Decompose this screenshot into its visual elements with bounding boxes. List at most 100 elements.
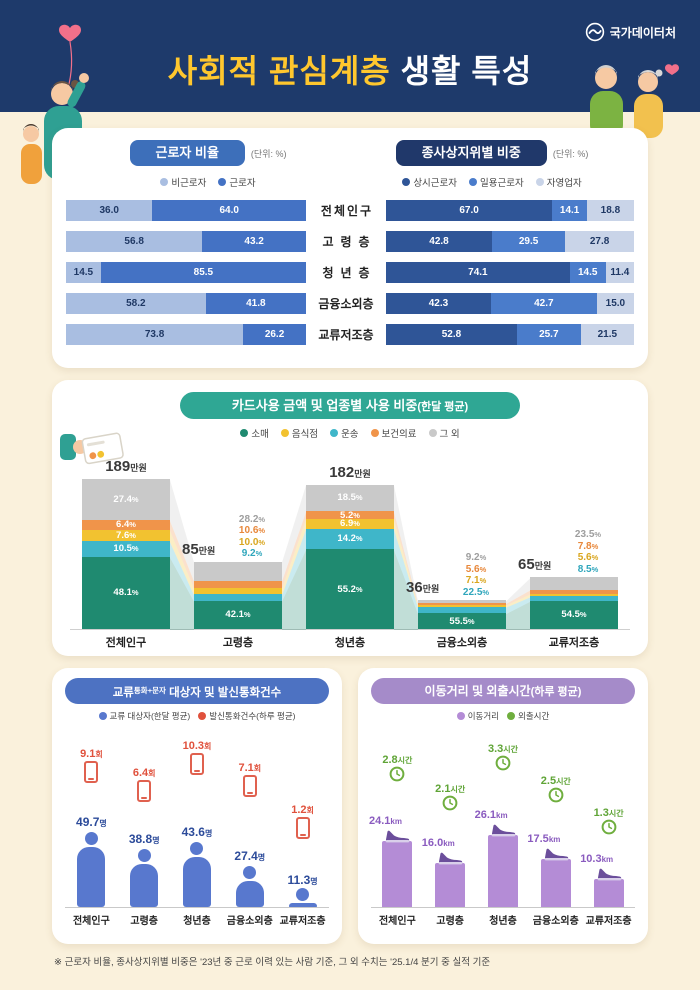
legend-dot bbox=[469, 178, 478, 186]
sneaker-icon bbox=[491, 824, 516, 837]
bar-segment: 52.8 bbox=[386, 323, 517, 345]
card-usage-chart: 27.4% 6.4% 7.6% 10.5% 48.1% 189만원 42.1% 85만원 28.… bbox=[70, 444, 630, 630]
distance-value: 16.0km bbox=[421, 837, 455, 849]
usage-flow-bands bbox=[170, 480, 530, 630]
calls-group: 1.2회 bbox=[276, 804, 329, 839]
category-label: 고령층 bbox=[222, 637, 254, 649]
usage-segment bbox=[530, 596, 618, 601]
percent-label: 9.2% bbox=[465, 552, 487, 564]
worker-ratio-bar: 36.0 64.0 bbox=[66, 199, 306, 221]
sneaker-icon bbox=[597, 868, 621, 881]
agency-name: 국가데이터처 bbox=[609, 25, 676, 40]
legend-dot bbox=[160, 178, 169, 186]
legend-label: 음식점 bbox=[291, 429, 319, 440]
legend-item: 이동거리 bbox=[456, 710, 499, 722]
contacts-value: 49.7명 bbox=[76, 815, 107, 830]
usage-bar: 42.1% bbox=[194, 561, 282, 629]
legend-dot bbox=[198, 712, 207, 720]
category-label: 금융소외층 bbox=[532, 916, 579, 927]
phone-icon bbox=[137, 780, 152, 803]
legend-item: 그 외 bbox=[428, 426, 460, 440]
usage-segment bbox=[194, 594, 282, 601]
legend-item: 일용근로자 bbox=[469, 175, 524, 189]
percent-stack: 28.2% 10.6% 10.0% 9.2% bbox=[216, 514, 288, 560]
clock-icon bbox=[601, 819, 616, 835]
distance-bar bbox=[382, 840, 413, 907]
time-group: 3.3시간 bbox=[477, 743, 530, 776]
distance-bar bbox=[487, 835, 518, 907]
category-label: 전체인구 bbox=[72, 916, 110, 927]
bar-segment: 14.5 bbox=[66, 261, 101, 283]
category-label: 금융소외층 bbox=[226, 916, 273, 927]
bar-segment: 43.2 bbox=[202, 230, 306, 252]
contacts-section: 교류통화+문자 대상자 및 발신통화건수 교류 대상자(한달 평균) 발신통화건수… bbox=[52, 668, 342, 944]
legend-item: 운송 bbox=[330, 426, 359, 440]
time-group: 2.8시간 bbox=[371, 754, 424, 787]
bar-segment: 18.8 bbox=[587, 199, 634, 221]
card-usage-section: 카드사용 금액 및 업종별 사용 비중(한달 평균) 소매 음식점 운송 보건의료 그 … bbox=[52, 380, 648, 656]
row-category-label: 청년층 bbox=[322, 265, 377, 280]
person-bar bbox=[130, 848, 159, 907]
usage-column: 18.5% 5.2% 6.9% 14.2% 55.2% 182만원 bbox=[294, 444, 406, 629]
usage-bar: 55.5% bbox=[418, 600, 506, 629]
contacts-legend: 교류 대상자(한달 평균) 발신통화건수(하루 평균) bbox=[65, 710, 329, 722]
card-usage-title-suffix: (한달 평균) bbox=[417, 401, 469, 413]
person-bar bbox=[235, 865, 264, 907]
legend-dot bbox=[330, 429, 339, 437]
legend-dot bbox=[240, 429, 249, 437]
legend-label: 비근로자 bbox=[171, 178, 207, 189]
legend-label: 교류 대상자(한달 평균) bbox=[109, 711, 191, 721]
person-head bbox=[296, 888, 310, 901]
legend-item: 소매 bbox=[240, 426, 269, 440]
percent-label: 5.6% bbox=[577, 552, 599, 564]
usage-segment: 18.5% bbox=[306, 484, 394, 512]
contacts-value: 27.4명 bbox=[234, 848, 266, 863]
usage-column: 27.4% 6.4% 7.6% 10.5% 48.1% 189만원 bbox=[70, 444, 182, 629]
employment-status-bar: 74.1 14.5 11.4 bbox=[386, 261, 634, 283]
mobility-header: 이동거리 및 외출시간(하루 평균) bbox=[371, 678, 635, 704]
category-label: 전체인구 bbox=[378, 916, 416, 927]
amount-label: 85만원 bbox=[182, 540, 216, 558]
contacts-value: 38.8명 bbox=[128, 831, 160, 846]
legend-label: 소매 bbox=[251, 429, 269, 440]
usage-segment: 55.5% bbox=[418, 613, 506, 629]
usage-segment bbox=[194, 580, 282, 588]
usage-segment: 54.5% bbox=[530, 600, 618, 629]
legend-label: 발신통화건수(하루 평균) bbox=[209, 711, 296, 721]
usage-column: 42.1% 85만원 28.2% 10.6% 10.0% 9.2% bbox=[182, 444, 294, 629]
legend-item: 근로자 bbox=[218, 175, 256, 189]
legend-label: 운송 bbox=[341, 429, 359, 440]
employment-row: 58.2 41.8 금융소외층 42.3 42.7 15.0 bbox=[66, 292, 634, 314]
legend-label: 이동거리 bbox=[467, 711, 499, 721]
person-bar bbox=[182, 841, 211, 907]
usage-segment bbox=[418, 606, 506, 614]
amount-label: 182만원 bbox=[329, 463, 371, 481]
employment-status-bar: 67.0 14.1 18.8 bbox=[386, 199, 634, 221]
percent-label: 10.0% bbox=[238, 536, 266, 548]
person-body bbox=[77, 847, 106, 907]
worker-ratio-bar: 58.2 41.8 bbox=[66, 292, 306, 314]
legend-dot bbox=[402, 178, 411, 186]
bar-segment: 58.2 bbox=[66, 292, 206, 314]
worker-ratio-bar: 56.8 43.2 bbox=[66, 230, 306, 252]
legend-dot bbox=[280, 429, 289, 437]
card-usage-title: 카드사용 금액 및 업종별 사용 비중 bbox=[231, 398, 418, 413]
bar-segment: 14.1 bbox=[552, 199, 588, 221]
person-bar bbox=[77, 832, 106, 907]
usage-bar: 27.4% 6.4% 7.6% 10.5% 48.1% bbox=[82, 479, 170, 629]
contacts-title-small: 통화+문자 bbox=[133, 686, 166, 695]
clock-icon bbox=[442, 795, 458, 811]
bar-segment: 36.0 bbox=[66, 199, 153, 221]
legend-dot bbox=[428, 429, 437, 437]
employment-bars: 36.0 64.0 전체인구 67.0 14.1 18.8 56.8 43.2 고령층 42.8 2… bbox=[66, 199, 634, 345]
bar-segment: 42.8 bbox=[386, 230, 493, 252]
percent-stack: 9.2% 5.6% 7.1% 22.5% bbox=[440, 552, 512, 598]
calls-value: 10.3회 bbox=[182, 739, 212, 752]
legend-item: 보건의료 bbox=[370, 426, 417, 440]
distance-bar bbox=[435, 863, 466, 907]
time-value: 1.3시간 bbox=[593, 806, 624, 819]
calls-group: 10.3회 bbox=[171, 740, 224, 775]
distance-bar bbox=[540, 858, 571, 907]
heart-balloon-icon bbox=[59, 24, 81, 42]
legend-item: 음식점 bbox=[280, 426, 319, 440]
